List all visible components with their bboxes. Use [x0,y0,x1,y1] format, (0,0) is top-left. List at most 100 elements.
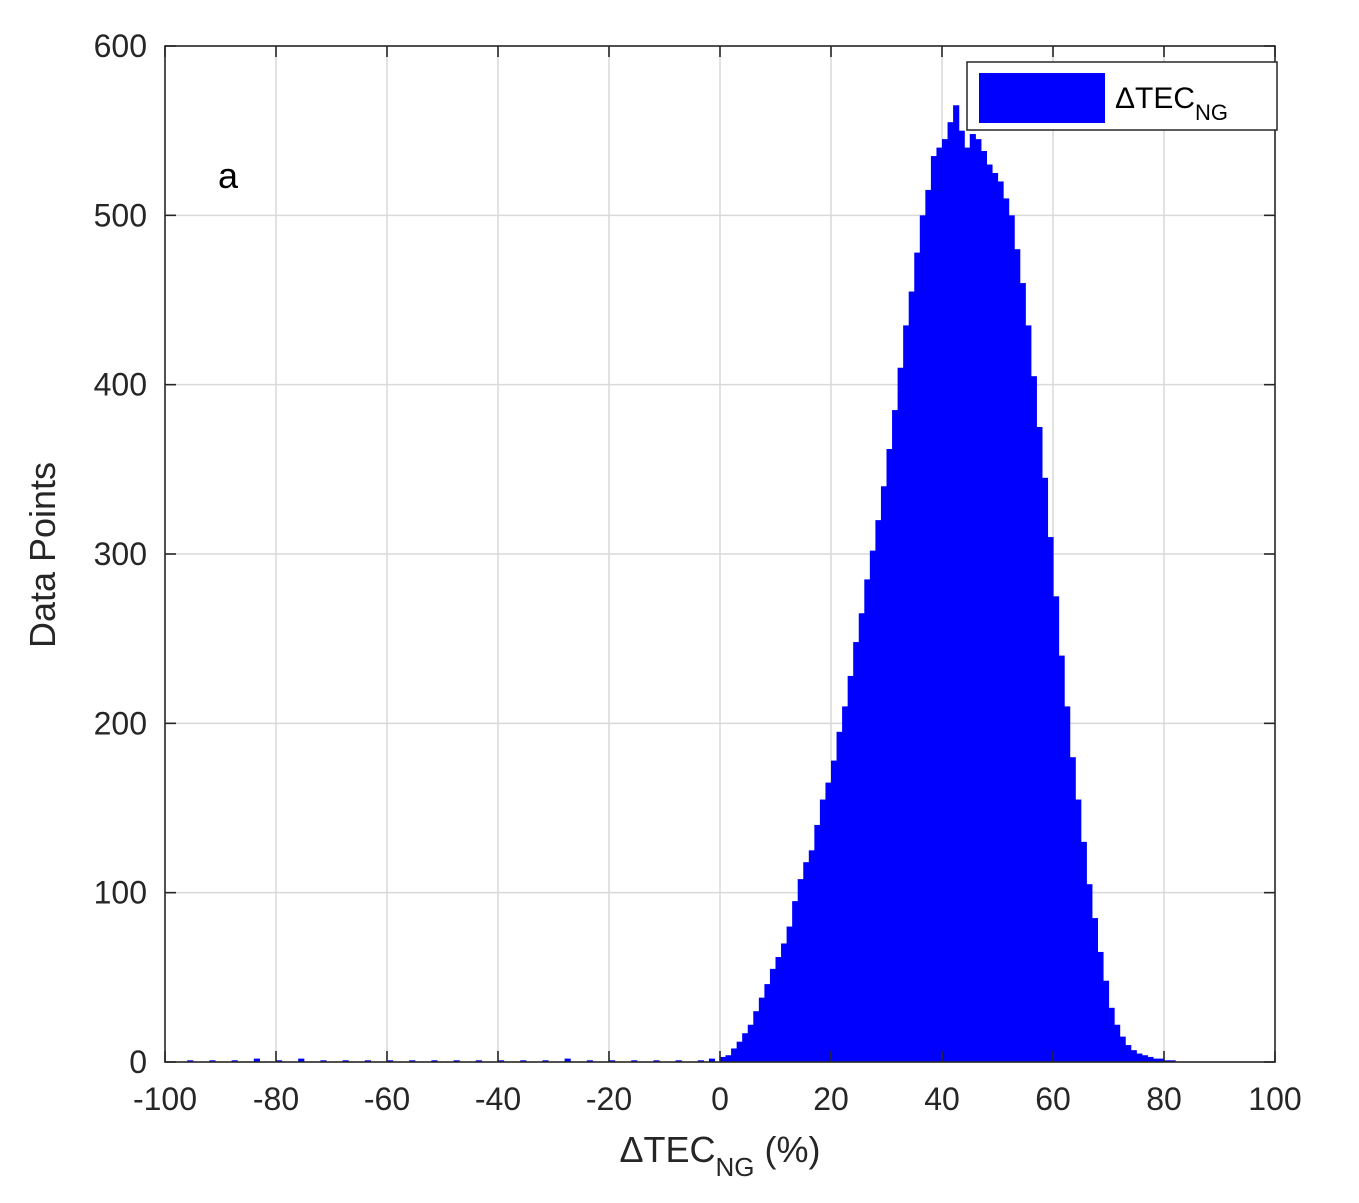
histogram-bar [764,984,771,1062]
histogram-bar [1008,215,1015,1063]
histogram-bar [1119,1036,1126,1062]
histogram-bar [1080,841,1087,1062]
histogram-bar [1047,537,1054,1062]
legend-entry-subscript: NG [1195,100,1228,125]
histogram-bar [209,1060,216,1062]
histogram-bar [930,156,938,1063]
histogram-bar [975,139,982,1063]
histogram-bar [897,367,904,1062]
histogram-bar [364,1060,371,1062]
histogram-bar [276,1060,283,1062]
panel-label: a [218,155,239,196]
histogram-bar [836,731,843,1062]
x-tick-label: 40 [924,1081,960,1117]
histogram-bar [786,926,793,1062]
histogram-bar [1169,1060,1176,1062]
y-tick-label: 300 [94,536,147,572]
histogram-bar [831,760,838,1062]
histogram-bar [781,943,788,1062]
histogram-bar [475,1060,482,1062]
x-tick-labels: -100 -80 -60 -40 -20 0 20 40 60 80 100 [133,1081,1302,1117]
histogram-bar [886,449,893,1063]
histogram-bar [1069,757,1076,1062]
histogram-bar [842,706,849,1062]
histogram-bar [1086,884,1093,1062]
histogram-bar [1058,655,1065,1062]
histogram-bar [520,1060,527,1062]
histogram-bar [1158,1058,1165,1062]
histogram-bar [914,252,921,1062]
histogram-bar [1125,1045,1132,1062]
x-tick-label: 0 [711,1081,729,1117]
histogram-bar [1136,1053,1143,1062]
histogram-bar [742,1033,749,1062]
x-tick-label: -40 [475,1081,521,1117]
histogram-bar [792,901,799,1062]
histogram-bar [731,1048,738,1062]
histogram-bar [803,862,810,1062]
histogram-bar [980,150,987,1062]
x-axis-label: ΔTECNG (%) [619,1129,820,1182]
x-tick-label: 60 [1035,1081,1071,1117]
histogram-bar [1036,427,1043,1062]
histogram-bar [1025,325,1032,1062]
histogram-bar [231,1060,238,1062]
histogram-bar [947,122,954,1062]
histogram-bar [1064,706,1071,1062]
x-tick-label: -80 [253,1081,299,1117]
y-tick-label: 500 [94,197,147,233]
histogram-bar [725,1055,732,1062]
x-tick-label: -20 [586,1081,632,1117]
histogram-bar [991,173,999,1062]
histogram-bar [919,215,926,1063]
histogram-bar [814,824,821,1062]
x-tick-label: -100 [133,1081,197,1117]
histogram-bar [942,139,949,1063]
histogram-bar [1014,249,1021,1062]
histogram-bar [1091,918,1098,1062]
legend-swatch [979,73,1105,123]
histogram-bar [298,1058,305,1062]
histogram-bar [1041,477,1049,1062]
histogram-bar [858,613,865,1062]
histogram-bar [1130,1050,1137,1062]
histogram-bar [1141,1055,1148,1062]
histogram-bar [708,1058,716,1062]
histogram-bar [1102,980,1110,1062]
histogram-bar [758,997,765,1062]
x-axis-label-subscript: NG [716,1152,755,1182]
histogram-bar [653,1060,660,1062]
histogram-bar [875,520,882,1062]
histogram-bar [997,181,1004,1062]
histogram-bar [586,1060,593,1062]
histogram-bar [936,147,943,1063]
x-tick-label: 20 [813,1081,849,1117]
histogram-bar [453,1060,460,1062]
grid-lines [165,46,1275,1062]
histogram-bar [1075,799,1082,1062]
histogram-bar [431,1060,438,1062]
x-axis-label-main: ΔTEC [619,1129,715,1170]
histogram-bar [986,164,993,1063]
histogram-bar [903,325,910,1062]
legend-entry-main: ΔTEC [1115,82,1195,115]
x-tick-label: 80 [1146,1081,1182,1117]
y-tick-label: 0 [129,1044,147,1080]
y-tick-label: 400 [94,367,147,403]
histogram-bar [880,486,888,1062]
histogram-bar [1003,198,1010,1062]
histogram-bar [1097,951,1104,1062]
histogram-bar [1030,376,1037,1062]
histogram-bar [342,1060,349,1062]
histogram-bar [1147,1056,1154,1062]
histogram-bar [720,1056,727,1062]
histogram-bar [498,1060,505,1062]
histogram-bar [819,799,827,1062]
y-tick-labels: 0 100 200 300 400 500 600 [94,28,147,1080]
histogram-bar [320,1060,327,1062]
histogram-bar [847,675,854,1062]
histogram-bar [675,1060,682,1062]
y-axis-label: Data Points [22,462,63,648]
histogram-bar [1019,283,1026,1063]
histogram-bar [964,147,971,1063]
